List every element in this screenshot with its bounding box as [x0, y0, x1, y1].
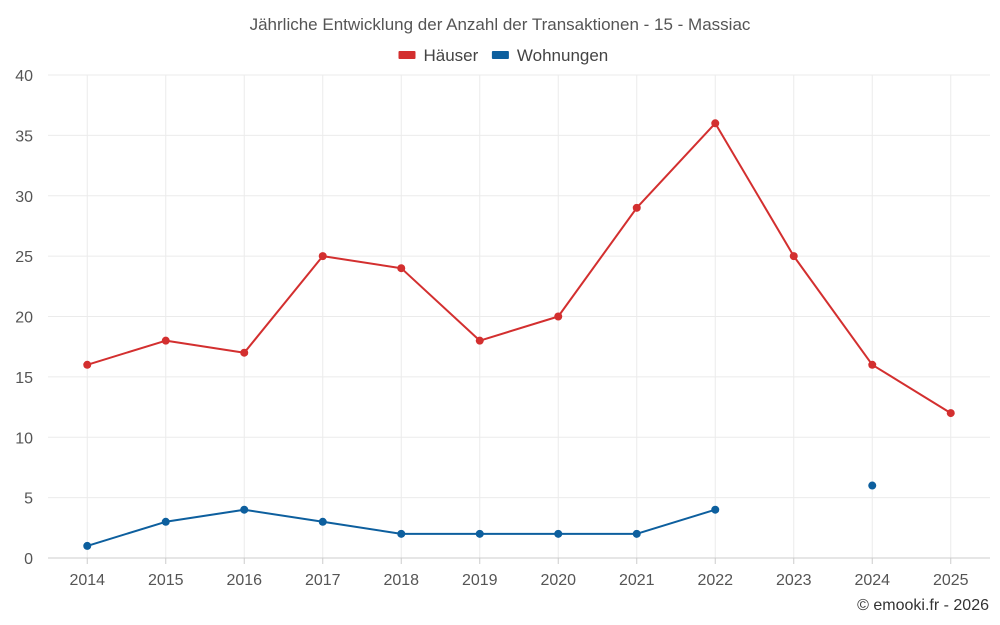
y-tick-label: 15 [15, 370, 33, 387]
legend-label: Häuser [424, 46, 479, 65]
series-line-segment [871, 363, 952, 414]
data-point[interactable] [318, 517, 327, 526]
data-point[interactable] [475, 336, 484, 345]
series-line-segment [243, 255, 324, 354]
series-line-segment [792, 255, 874, 366]
series-line-segment [557, 207, 638, 318]
x-tick-label: 2021 [619, 572, 655, 589]
y-tick-label: 30 [15, 189, 33, 206]
y-tick-label: 10 [15, 430, 33, 447]
data-point[interactable] [711, 119, 720, 128]
x-tick-label: 2023 [776, 572, 812, 589]
series-line-segment [322, 520, 402, 535]
series-haeuser [83, 119, 955, 418]
data-point[interactable] [711, 505, 720, 514]
legend: Häuser Wohnungen [398, 46, 608, 65]
data-point[interactable] [554, 312, 563, 321]
y-tick-label: 25 [15, 249, 33, 266]
series-line-segment [86, 520, 167, 547]
x-tick-label: 2020 [540, 572, 576, 589]
x-tick-label: 2014 [69, 572, 105, 589]
series-layer [83, 119, 955, 550]
data-point[interactable] [318, 252, 327, 261]
series-line-segment [86, 339, 167, 366]
grid [48, 74, 990, 558]
series-line-segment [244, 508, 323, 523]
data-point[interactable] [161, 517, 170, 526]
series-line-segment [636, 508, 716, 535]
legend-item[interactable]: Häuser [398, 46, 479, 65]
legend-swatch [491, 51, 509, 59]
y-tick-label: 20 [15, 310, 33, 327]
data-point[interactable] [554, 529, 563, 538]
y-tick-label: 35 [15, 128, 33, 145]
x-tick-label: 2015 [148, 572, 184, 589]
x-tick-label: 2022 [697, 572, 733, 589]
series-line-segment [714, 122, 795, 257]
x-tick-label: 2019 [462, 572, 498, 589]
series-line-segment [322, 255, 402, 270]
legend-item[interactable]: Wohnungen [491, 46, 608, 65]
data-point[interactable] [83, 360, 92, 369]
data-point[interactable] [946, 409, 955, 418]
data-point[interactable] [83, 541, 92, 550]
data-point[interactable] [240, 505, 249, 514]
data-point[interactable] [397, 529, 406, 538]
series-line-segment [165, 508, 245, 523]
credit-text: © emooki.fr - 2026 [857, 597, 989, 614]
chart-title: Jährliche Entwicklung der Anzahl der Tra… [250, 15, 751, 34]
legend-swatch [398, 51, 416, 59]
data-point[interactable] [868, 481, 877, 490]
legend-label: Wohnungen [517, 46, 608, 65]
data-point[interactable] [632, 529, 641, 538]
x-tick-label: 2018 [383, 572, 419, 589]
data-point[interactable] [240, 348, 249, 357]
y-tick-label: 0 [24, 551, 33, 568]
x-tick-label: 2025 [933, 572, 969, 589]
series-line-segment [479, 315, 559, 342]
y-tick-label: 5 [24, 491, 33, 508]
y-tick-label: 40 [15, 68, 33, 85]
x-tick-label: 2024 [854, 572, 890, 589]
x-tick-label: 2016 [226, 572, 262, 589]
data-point[interactable] [868, 360, 877, 369]
data-point[interactable] [397, 264, 406, 273]
x-tick-label: 2017 [305, 572, 341, 589]
series-line-segment [165, 339, 245, 354]
data-point[interactable] [789, 252, 798, 261]
data-point[interactable] [161, 336, 170, 345]
series-line-segment [636, 122, 716, 209]
series-wohnungen [83, 481, 877, 550]
series-line-segment [400, 267, 481, 342]
data-point[interactable] [475, 529, 484, 538]
data-point[interactable] [632, 203, 641, 212]
